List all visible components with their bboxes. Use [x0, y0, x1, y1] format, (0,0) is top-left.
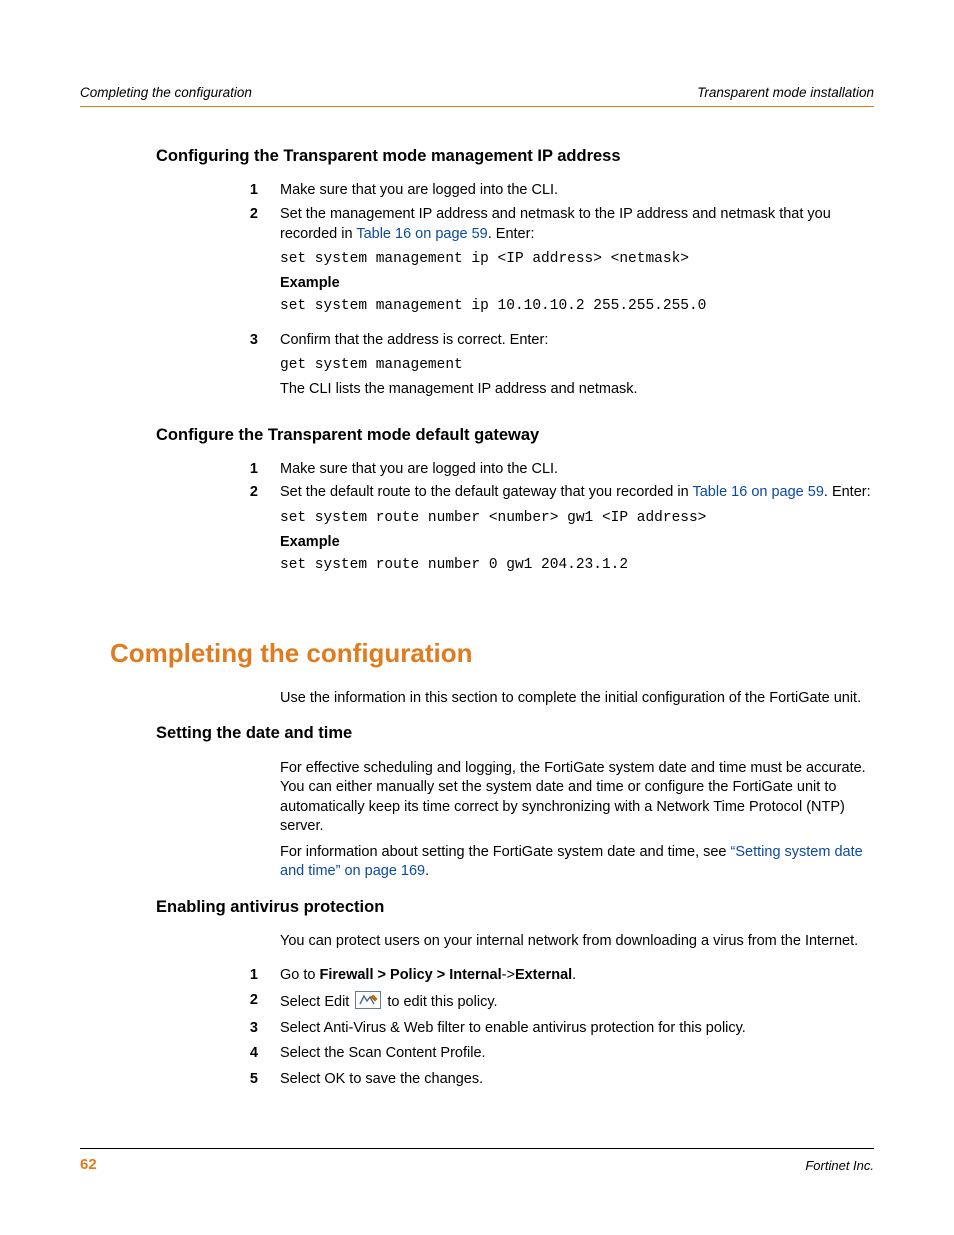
code-line: set system route number 0 gw1 204.23.1.2: [280, 556, 874, 576]
cross-ref-link[interactable]: Table 16 on page 59: [356, 226, 487, 242]
text-post: to edit this policy.: [383, 994, 497, 1010]
text-pre: For information about setting the FortiG…: [280, 844, 731, 860]
heading-date-time: Setting the date and time: [80, 722, 874, 744]
list-default-gateway: 1 Make sure that you are logged into the…: [80, 460, 874, 580]
code-line: get system management: [280, 356, 874, 376]
list-antivirus: 1 Go to Firewall > Policy > Internal->Ex…: [80, 966, 874, 1090]
item-body: Select Edit to edit this policy.: [280, 991, 874, 1013]
item-body: Go to Firewall > Policy > Internal->Exte…: [280, 966, 874, 986]
list-item: 2 Set the management IP address and netm…: [80, 205, 874, 321]
item-text: Make sure that you are logged into the C…: [280, 460, 874, 480]
list-item: 2 Set the default route to the default g…: [80, 483, 874, 579]
intro-paragraph: Use the information in this section to c…: [280, 689, 874, 709]
running-header: Completing the configuration Transparent…: [80, 84, 874, 106]
list-item: 3 Confirm that the address is correct. E…: [80, 331, 874, 402]
item-text: Confirm that the address is correct. Ent…: [280, 331, 874, 351]
heading-config-ip: Configuring the Transparent mode managem…: [80, 145, 874, 167]
menu-path-sep: ->: [502, 967, 515, 983]
item-body: Set the default route to the default gat…: [280, 483, 874, 579]
header-right: Transparent mode installation: [697, 84, 874, 102]
item-text: Select the Scan Content Profile.: [280, 1044, 874, 1064]
list-item: 1 Make sure that you are logged into the…: [80, 181, 874, 201]
list-item: 2 Select Edit to edit this policy.: [80, 991, 874, 1013]
header-left: Completing the configuration: [80, 84, 252, 102]
item-text: Make sure that you are logged into the C…: [280, 181, 874, 201]
item-number: 2: [80, 205, 280, 225]
code-line: set system route number <number> gw1 <IP…: [280, 509, 874, 529]
list-config-ip: 1 Make sure that you are logged into the…: [80, 181, 874, 401]
cross-ref-link[interactable]: Table 16 on page 59: [692, 484, 823, 500]
menu-path-bold: Firewall > Policy > Internal: [320, 967, 502, 983]
paragraph: You can protect users on your internal n…: [280, 932, 874, 952]
item-number: 4: [80, 1044, 280, 1064]
example-label: Example: [280, 533, 874, 553]
text-pre: Go to: [280, 967, 320, 983]
item-text-post: . Enter:: [824, 484, 871, 500]
list-item: 3 Select Anti-Virus & Web filter to enab…: [80, 1019, 874, 1039]
document-page: Completing the configuration Transparent…: [0, 0, 954, 1235]
edit-icon: [355, 991, 381, 1009]
item-text: Select OK to save the changes.: [280, 1070, 874, 1090]
intro-text: Use the information in this section to c…: [280, 689, 874, 709]
text-pre: Select Edit: [280, 994, 353, 1010]
item-number: 3: [80, 331, 280, 351]
running-footer: 62 Fortinet Inc.: [80, 1148, 874, 1175]
item-text-after: The CLI lists the management IP address …: [280, 380, 874, 400]
item-text-post: . Enter:: [488, 226, 535, 242]
item-body: Confirm that the address is correct. Ent…: [280, 331, 874, 402]
item-number: 1: [80, 966, 280, 986]
item-number: 2: [80, 991, 280, 1011]
paragraph: For effective scheduling and logging, th…: [280, 759, 874, 837]
text-post: .: [572, 967, 576, 983]
list-item: 4 Select the Scan Content Profile.: [80, 1044, 874, 1064]
menu-path-bold: External: [515, 967, 572, 983]
header-rule: [80, 106, 874, 107]
item-number: 1: [80, 181, 280, 201]
list-item: 1 Go to Firewall > Policy > Internal->Ex…: [80, 966, 874, 986]
code-line: set system management ip 10.10.10.2 255.…: [280, 297, 874, 317]
item-number: 1: [80, 460, 280, 480]
list-item: 5 Select OK to save the changes.: [80, 1070, 874, 1090]
example-label: Example: [280, 274, 874, 294]
footer-company: Fortinet Inc.: [805, 1157, 874, 1175]
list-item: 1 Make sure that you are logged into the…: [80, 460, 874, 480]
item-text-pre: Set the default route to the default gat…: [280, 484, 692, 500]
paragraph: For information about setting the FortiG…: [280, 843, 874, 882]
page-number: 62: [80, 1155, 97, 1175]
heading-completing-config: Completing the configuration: [80, 636, 874, 671]
item-text: Select Anti-Virus & Web filter to enable…: [280, 1019, 874, 1039]
heading-antivirus: Enabling antivirus protection: [80, 896, 874, 918]
text-post: .: [425, 863, 429, 879]
code-line: set system management ip <IP address> <n…: [280, 250, 874, 270]
item-body: Set the management IP address and netmas…: [280, 205, 874, 321]
item-number: 3: [80, 1019, 280, 1039]
item-number: 2: [80, 483, 280, 503]
item-number: 5: [80, 1070, 280, 1090]
date-time-body: For effective scheduling and logging, th…: [280, 759, 874, 882]
antivirus-intro: You can protect users on your internal n…: [280, 932, 874, 952]
heading-default-gateway: Configure the Transparent mode default g…: [80, 424, 874, 446]
